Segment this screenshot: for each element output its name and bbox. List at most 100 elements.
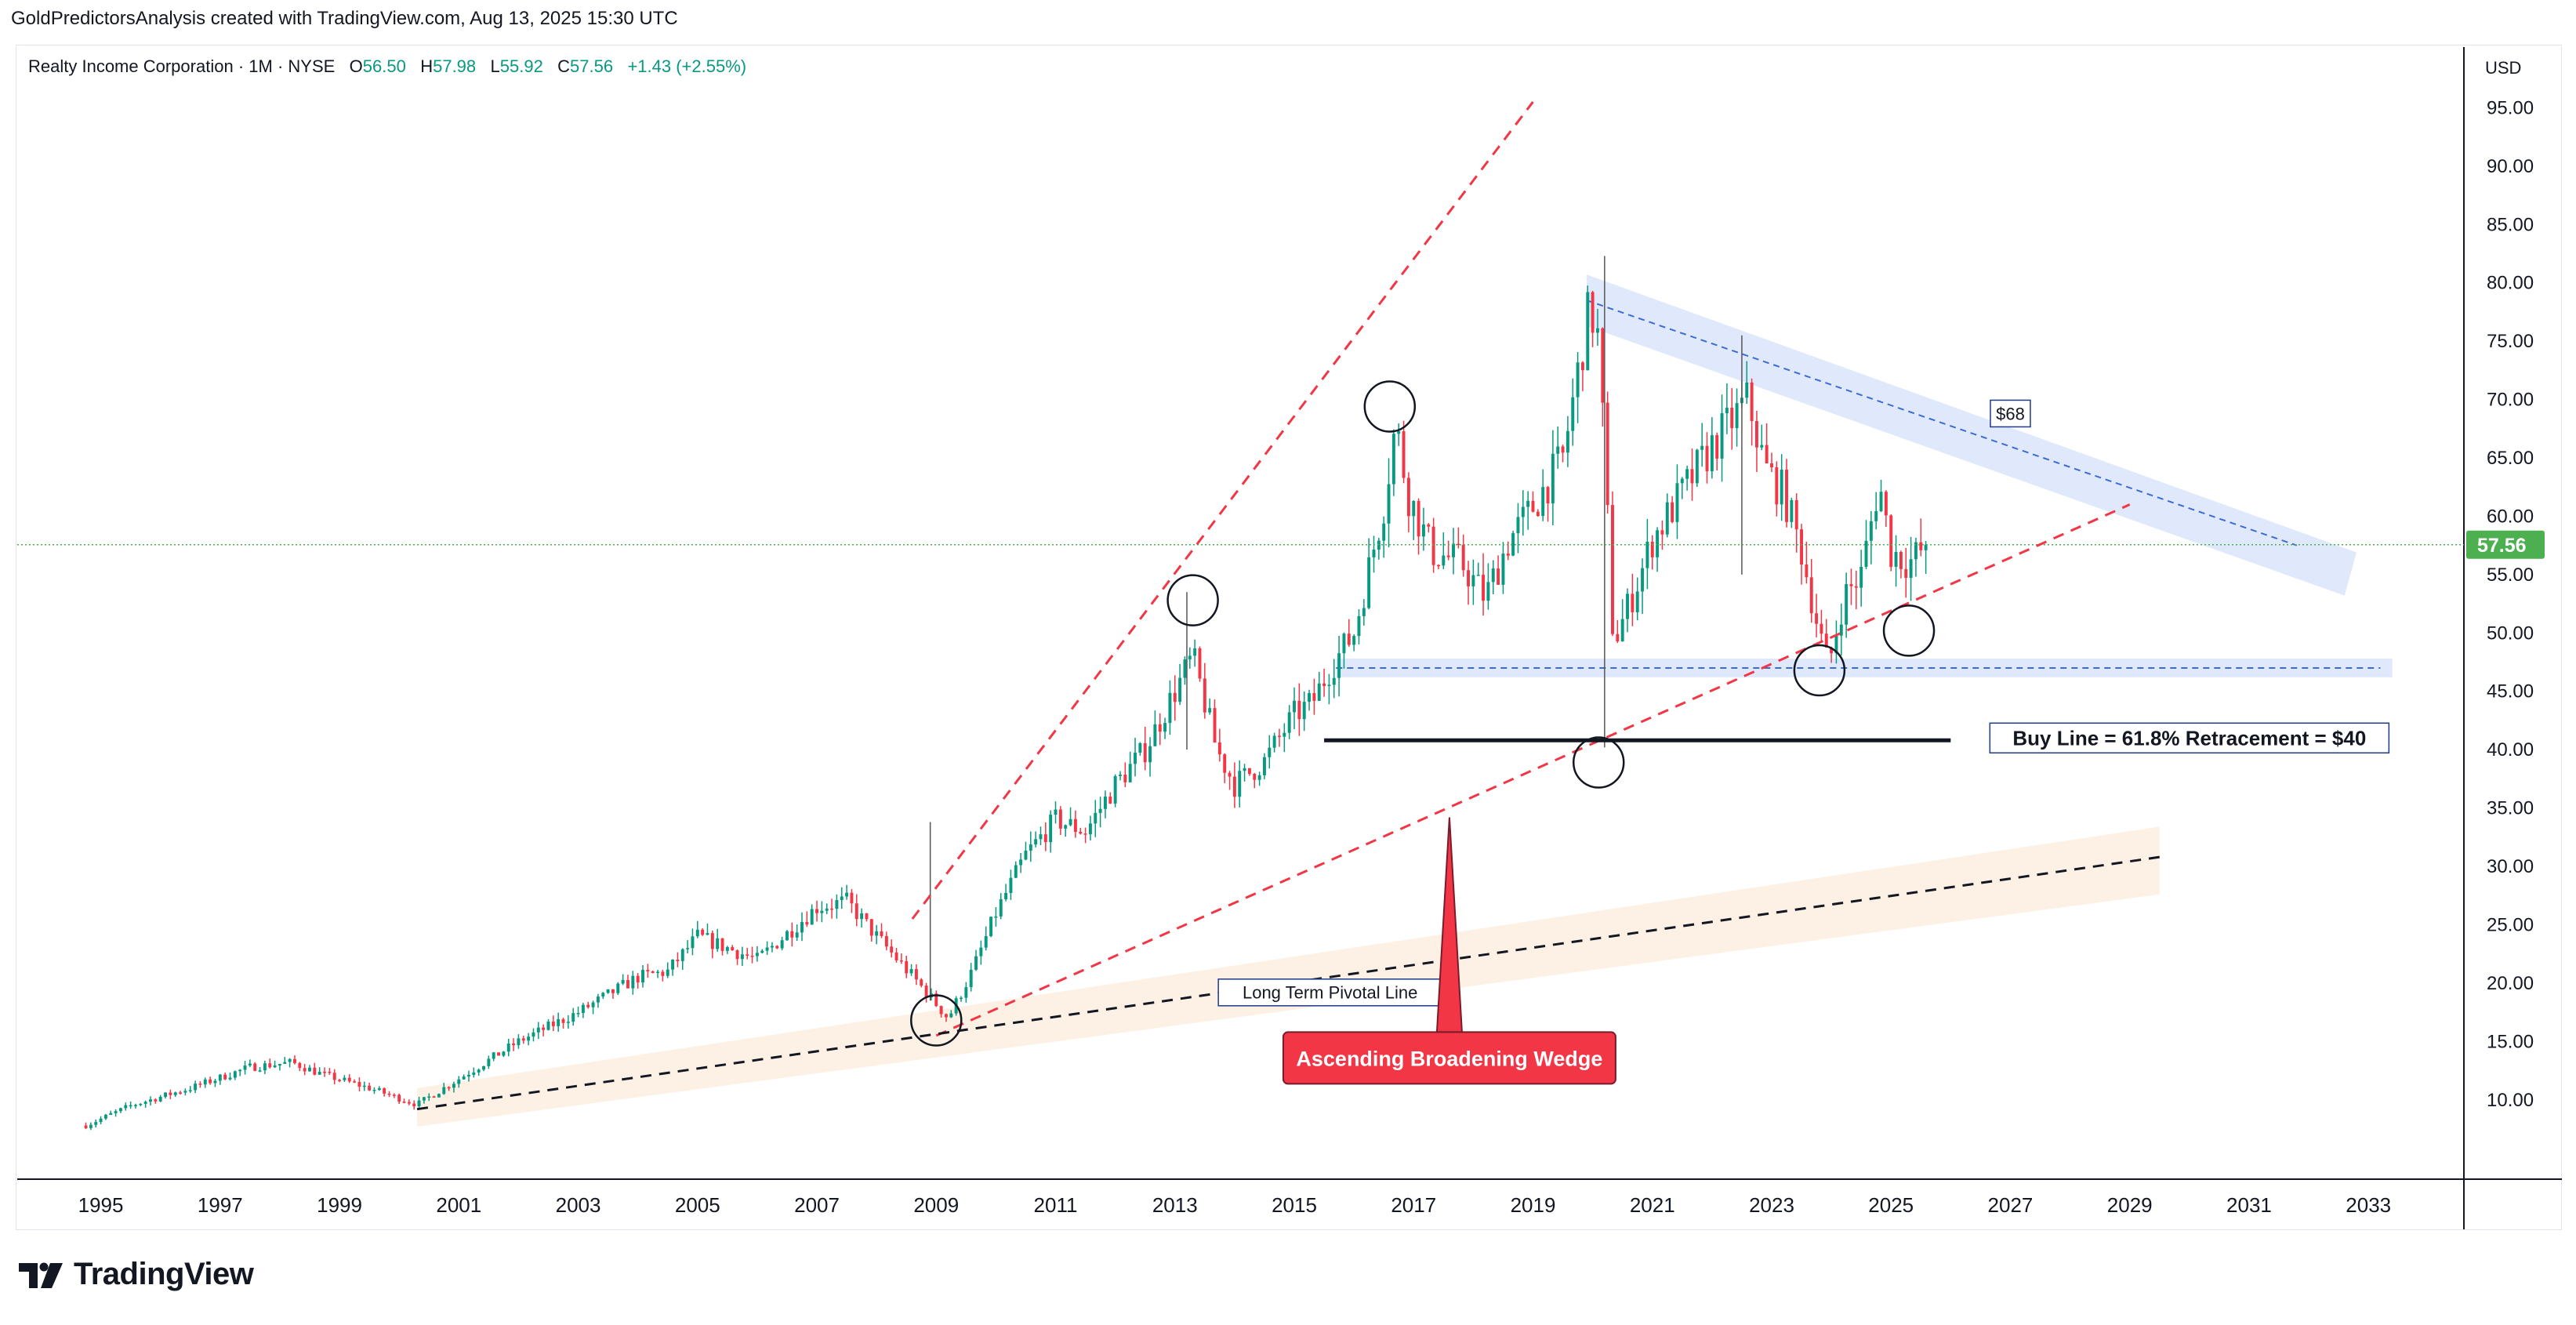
candle-body xyxy=(303,1068,307,1072)
candle-body xyxy=(1119,774,1122,776)
resistance-label-text: $68 xyxy=(1996,404,2025,423)
wedge-label-box xyxy=(1282,1031,1616,1085)
candle-body xyxy=(1705,445,1709,472)
candle-body xyxy=(557,1019,561,1026)
candle-body xyxy=(293,1058,296,1063)
tradingview-logo[interactable]: TradingView xyxy=(17,1256,254,1292)
candle-body xyxy=(1058,809,1062,829)
buy-line-label-box xyxy=(1989,722,2390,754)
candle-body xyxy=(1168,692,1172,724)
candle-body xyxy=(1859,566,1863,588)
candle-body xyxy=(1064,825,1068,829)
candle-body xyxy=(680,949,684,961)
y-tick-label: 35.00 xyxy=(2487,798,2534,819)
candle-body xyxy=(1247,768,1251,775)
candle-body xyxy=(944,1014,948,1018)
candle-body xyxy=(1476,575,1480,576)
candle-body xyxy=(1178,677,1182,702)
candle-body xyxy=(999,898,1003,917)
currency-label[interactable]: USD xyxy=(2485,58,2522,78)
candle-body xyxy=(770,946,774,948)
x-tick-label: 2011 xyxy=(1034,1193,1078,1217)
candle-body xyxy=(502,1051,506,1056)
candle-body xyxy=(383,1088,386,1094)
candle-body xyxy=(905,960,909,974)
symbol-interval[interactable]: 1M xyxy=(249,56,273,76)
candle-body xyxy=(1924,544,1928,550)
open-label: O xyxy=(349,56,363,76)
candle-body xyxy=(740,954,744,960)
x-tick-label: 2019 xyxy=(1511,1193,1556,1217)
y-tick-label: 25.00 xyxy=(2487,914,2534,935)
candle-body xyxy=(1272,735,1276,748)
candle-body xyxy=(920,979,923,986)
candle-body xyxy=(313,1067,317,1075)
y-tick-label: 10.00 xyxy=(2487,1090,2534,1111)
candle-body xyxy=(253,1063,257,1071)
candle-body xyxy=(1317,683,1321,701)
candle-body xyxy=(1874,511,1878,521)
y-tick-label: 65.00 xyxy=(2487,448,2534,469)
candle-body xyxy=(631,975,635,989)
candle-body xyxy=(1397,431,1401,434)
candle-body xyxy=(964,987,968,998)
candle-body xyxy=(1362,608,1366,616)
candle-body xyxy=(1079,832,1083,834)
candle-body xyxy=(1486,582,1490,601)
candle-body xyxy=(1765,445,1769,464)
candle-body xyxy=(248,1063,252,1066)
pivot-circle xyxy=(1793,644,1846,697)
candle-body xyxy=(755,953,759,957)
candle-body xyxy=(820,910,824,913)
candle-body xyxy=(228,1077,232,1080)
candle-body xyxy=(94,1122,98,1125)
symbol-name[interactable]: Realty Income Corporation xyxy=(28,56,234,76)
candle-body xyxy=(1571,397,1575,431)
candle-body xyxy=(795,932,799,938)
candle-body xyxy=(1208,708,1212,713)
candle-body xyxy=(1760,445,1764,448)
candle-body xyxy=(149,1099,152,1102)
candle-body xyxy=(243,1065,247,1070)
candle-body xyxy=(1302,702,1306,720)
candle-body xyxy=(1551,453,1555,504)
candle-body xyxy=(1198,648,1202,679)
candle-body xyxy=(536,1027,540,1033)
candle-body xyxy=(1143,743,1147,763)
x-tick-label: 2029 xyxy=(2107,1193,2153,1217)
candle-body xyxy=(785,931,789,941)
candle-body xyxy=(1421,524,1425,537)
candle-body xyxy=(447,1087,451,1089)
candle-body xyxy=(611,989,615,993)
candle-body xyxy=(810,909,814,925)
candle-body xyxy=(472,1072,476,1075)
candle-body xyxy=(328,1072,332,1073)
candle-body xyxy=(1342,633,1346,654)
candle-body xyxy=(1735,403,1739,429)
candle-body xyxy=(99,1118,103,1123)
candle-body xyxy=(1467,570,1470,586)
candle-body xyxy=(1889,515,1893,567)
candle-body xyxy=(551,1022,555,1026)
candle-body xyxy=(1521,506,1525,517)
candle-body xyxy=(527,1036,531,1041)
candle-body xyxy=(1322,683,1326,686)
candle-body xyxy=(1024,850,1028,860)
candle-body xyxy=(506,1043,510,1052)
candle-body xyxy=(1516,517,1520,534)
candle-body xyxy=(1511,533,1515,556)
y-tick-label: 70.00 xyxy=(2487,390,2534,411)
y-tick-label: 90.00 xyxy=(2487,156,2534,177)
wedge-label: Ascending Broadening Wedge xyxy=(1282,1031,1616,1085)
candle-body xyxy=(1283,732,1286,737)
candle-body xyxy=(835,900,839,909)
y-tick-label: 60.00 xyxy=(2487,506,2534,527)
candle-body xyxy=(1695,449,1699,484)
candle-body xyxy=(1809,577,1813,614)
candle-body xyxy=(760,950,764,953)
candle-body xyxy=(1134,753,1137,764)
candle-body xyxy=(1700,445,1704,450)
candle-body xyxy=(1004,892,1008,899)
candle-body xyxy=(233,1071,237,1078)
